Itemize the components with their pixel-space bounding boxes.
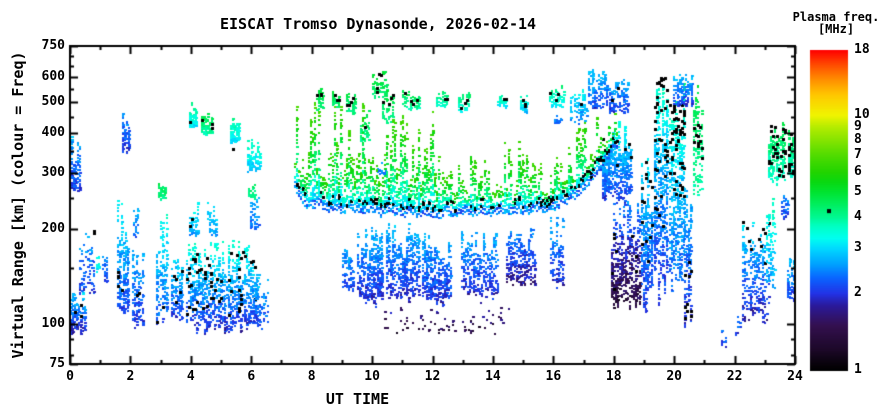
x-tick-label: 10 [364,369,380,384]
x-tick-label: 12 [424,369,441,384]
colorbar-tick-label: 18 [854,42,870,57]
x-tick-label: 16 [545,369,562,384]
y-tick-label: 750 [41,38,65,53]
y-tick-label: 100 [41,316,65,332]
colorbar-tick-label: 7 [854,146,862,162]
x-axis-label: UT TIME [325,390,390,408]
y-tick-label: 75 [49,356,65,371]
colorbar-tick-label: 9 [854,118,862,134]
colorbar-title: Plasma freq. [792,10,880,24]
x-tick-label: 4 [186,369,195,384]
x-tick-label: 8 [307,369,316,384]
colorbar-tick-label: 8 [854,131,862,147]
y-tick-label: 400 [41,124,65,140]
x-tick-label: 6 [247,369,256,384]
colorbar-units: [MHz] [817,22,855,36]
y-tick-label: 300 [41,164,65,180]
x-tick-label: 18 [605,369,622,384]
y-tick-label: 500 [41,93,65,109]
colorbar-tick-label: 10 [854,107,870,123]
x-tick-label: 2 [126,369,135,384]
colorbar-tick-label: 2 [854,285,862,301]
x-tick-label: 0 [66,369,74,384]
x-tick-label: 24 [787,369,803,384]
x-tick-label: 22 [726,369,743,384]
colorbar-tick-label: 3 [854,240,862,256]
x-tick-label: 20 [666,369,682,384]
colorbar-tick-label: 6 [854,163,862,179]
colorbar-tick-label: 5 [854,183,862,199]
y-axis-label: Virtual Range [km] (colour = Freq) [9,51,27,359]
chart-title: EISCAT Tromso Dynasonde, 2026-02-14 [219,15,537,33]
colorbar-tick-label: 4 [854,208,862,224]
y-tick-label: 600 [41,68,65,84]
y-tick-label: 200 [41,220,65,236]
x-tick-label: 14 [485,369,501,384]
colorbar-tick-label: 1 [854,362,862,377]
